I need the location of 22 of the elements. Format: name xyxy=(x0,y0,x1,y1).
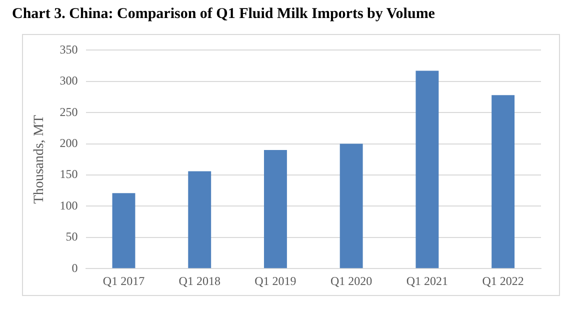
y-tick-label: 300 xyxy=(60,74,78,88)
y-tick-label: 150 xyxy=(60,167,78,182)
y-tick-label: 200 xyxy=(60,136,78,150)
y-tick-label: 100 xyxy=(60,198,78,212)
x-tick-label: Q1 2020 xyxy=(330,274,372,288)
y-tick-label: 350 xyxy=(60,42,78,56)
x-tick-label: Q1 2019 xyxy=(254,274,296,288)
y-tick-label: 50 xyxy=(66,230,78,244)
x-tick-label: Q1 2022 xyxy=(482,274,524,288)
y-axis-title: Thousands, MT xyxy=(32,114,48,204)
bar xyxy=(492,95,515,268)
x-tick-label: Q1 2018 xyxy=(178,274,220,288)
bar xyxy=(188,171,212,268)
y-tick-label: 0 xyxy=(72,260,78,275)
chart-title: Chart 3. China: Comparison of Q1 Fluid Milk Imports by Volume xyxy=(12,6,435,23)
x-tick-label: Q1 2017 xyxy=(102,274,145,288)
bar xyxy=(416,70,439,268)
bar xyxy=(340,144,363,268)
y-tick-label: 250 xyxy=(60,104,78,119)
bar xyxy=(112,193,136,268)
x-tick-label: Q1 2021 xyxy=(406,274,448,288)
bar xyxy=(264,150,287,268)
